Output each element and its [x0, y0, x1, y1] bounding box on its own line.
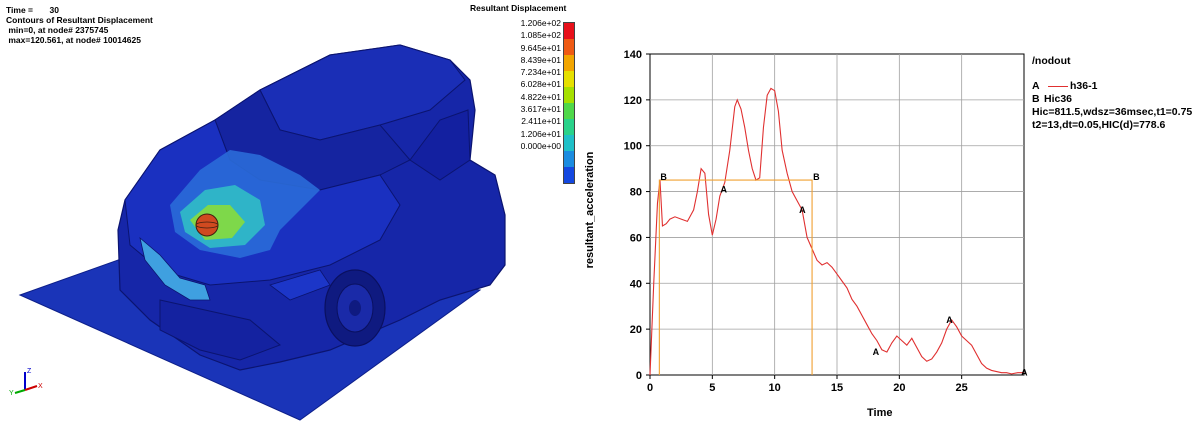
y-tick-label: 40 — [630, 278, 642, 290]
legend-value-label: 1.206e+01 — [509, 128, 561, 140]
y-axis-title: resultant_acceleration — [581, 100, 599, 320]
legend-value-label: 1.206e+02 — [509, 17, 561, 29]
contour-color-bar — [563, 22, 575, 184]
axis-z-label: Z — [27, 368, 32, 375]
result-info: Time = 30 Contours of Resultant Displace… — [6, 5, 153, 45]
legend-value-label: 7.234e+01 — [509, 66, 561, 78]
legend-title: Resultant Displacement — [470, 3, 566, 13]
series-a-marker: A — [1021, 368, 1028, 378]
series-a-marker: A — [946, 315, 953, 325]
hic-result-line2: t2=13,dt=0.05,HIC(d)=778.6 — [1032, 119, 1192, 132]
y-tick-label: 20 — [630, 324, 642, 336]
x-tick-label: 20 — [893, 382, 905, 394]
x-axis-title: Time — [867, 407, 892, 419]
x-tick-label: 5 — [709, 382, 715, 394]
min-value-text: min=0, at node# 2375745 — [6, 25, 153, 35]
series-b-marker: B — [813, 172, 820, 182]
legend-value-label: 9.645e+01 — [509, 42, 561, 54]
time-value: 30 — [50, 5, 59, 15]
series-a-marker: A — [721, 184, 728, 194]
legend-swatch — [564, 87, 574, 103]
time-history-plot[interactable]: 0 5 10 15 20 25 0 20 40 60 80 100 120 140 A A A A A B B resu… — [580, 0, 1192, 423]
legend-swatch — [564, 103, 574, 119]
axis-triad: Z Y X — [9, 368, 43, 397]
hic-result-line1: Hic=811.5,wdsz=36msec,t1=0.75 — [1032, 106, 1192, 119]
series-b-marker: B — [660, 172, 667, 182]
x-tick-label: 25 — [956, 382, 968, 394]
fea-viewport[interactable]: Z Y X Time = 30 Contours of Resultant Di… — [0, 0, 580, 423]
axis-x-label: X — [38, 383, 43, 390]
contour-legend-labels: 1.206e+02 1.085e+02 9.645e+01 8.439e+01 7.23… — [509, 17, 561, 152]
legend-value-label: 1.085e+02 — [509, 29, 561, 41]
legend-swatch — [564, 23, 574, 39]
time-label: Time = — [6, 5, 33, 15]
impactor-sphere — [196, 214, 218, 236]
legend-label-b: Hic36 — [1044, 93, 1072, 105]
y-tick-label: 80 — [630, 187, 642, 199]
x-tick-label: 10 — [769, 382, 781, 394]
x-tick-label: 0 — [647, 382, 653, 394]
legend-swatch — [564, 167, 574, 183]
y-tick-label: 60 — [630, 232, 642, 244]
legend-swatch — [564, 119, 574, 135]
legend-swatch — [564, 55, 574, 71]
legend-value-label: 6.028e+01 — [509, 78, 561, 90]
legend-value-label: 4.822e+01 — [509, 91, 561, 103]
y-tick-label: 140 — [624, 49, 642, 61]
legend-swatch — [564, 135, 574, 151]
car-model-render: Z Y X — [0, 0, 580, 423]
y-tick-label: 100 — [624, 141, 642, 153]
legend-value-label: 8.439e+01 — [509, 54, 561, 66]
legend-value-label: 0.000e+00 — [509, 140, 561, 152]
legend-swatch — [564, 39, 574, 55]
x-tick-label: 15 — [831, 382, 843, 394]
legend-swatch-a — [1048, 86, 1068, 87]
y-tick-label: 120 — [624, 95, 642, 107]
plot-legend-header: /nodout — [1032, 55, 1192, 68]
axis-y-label: Y — [9, 390, 14, 397]
legend-value-label: 2.411e+01 — [509, 115, 561, 127]
legend-key-a: A — [1032, 80, 1044, 93]
legend-swatch — [564, 71, 574, 87]
series-a-marker: A — [799, 205, 806, 215]
contours-label: Contours of Resultant Displacement — [6, 15, 153, 25]
legend-swatch — [564, 151, 574, 167]
y-tick-label: 0 — [636, 370, 642, 382]
max-value-text: max=120.561, at node# 10014625 — [6, 35, 153, 45]
series-a-marker: A — [873, 347, 880, 357]
legend-key-b: B — [1032, 93, 1044, 106]
legend-entry-b[interactable]: B Hic36 — [1032, 93, 1192, 106]
legend-label-a: h36-1 — [1070, 80, 1097, 92]
legend-value-label: 3.617e+01 — [509, 103, 561, 115]
